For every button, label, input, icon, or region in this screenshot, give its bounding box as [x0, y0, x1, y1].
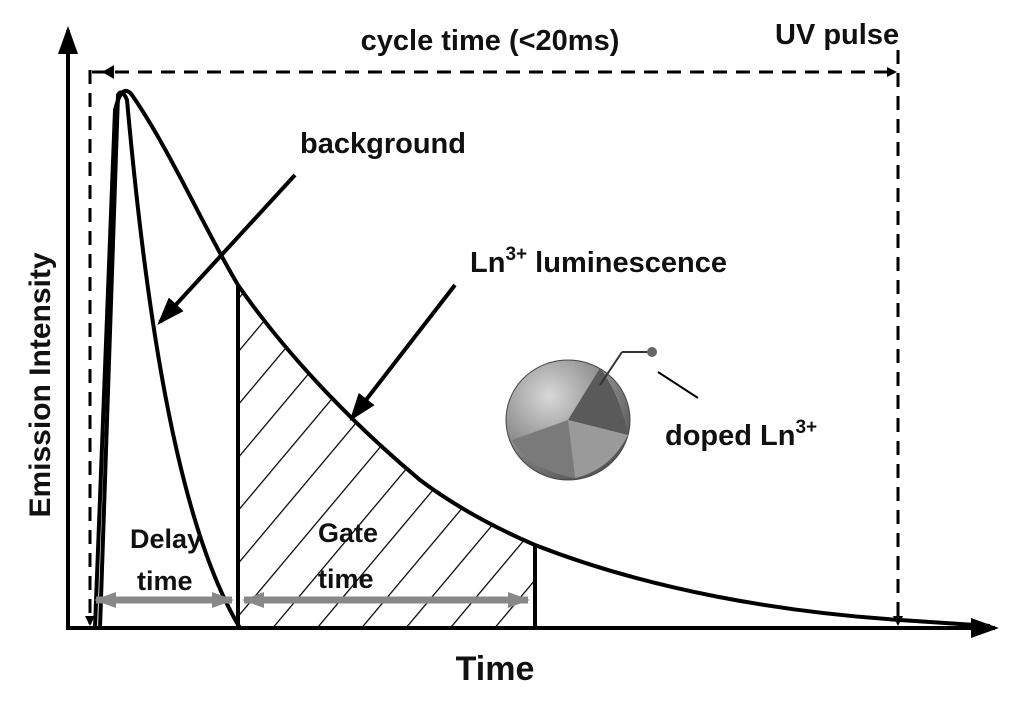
- nanoparticle: [505, 347, 699, 481]
- x-axis-label: Time: [456, 650, 535, 688]
- doped-label: doped Ln3+: [665, 417, 817, 452]
- luminescence-pointer: [349, 283, 457, 422]
- background-pointer: [157, 173, 297, 325]
- luminescence-label: Ln3+ luminescence: [470, 244, 727, 279]
- text-part: Ln: [470, 247, 505, 279]
- gate-hatch: [238, 285, 535, 628]
- text-part: doped Ln: [665, 420, 795, 452]
- text-part: luminescence: [527, 247, 727, 279]
- delay-label: time: [137, 566, 193, 596]
- y-axis-label: Emission Intensity: [24, 252, 57, 517]
- background-curve: [98, 90, 242, 630]
- pulse-label: UV pulse: [775, 19, 899, 51]
- background-label: background: [300, 128, 466, 160]
- text-part: 3+: [505, 244, 527, 265]
- cycle-label: cycle time (<20ms): [361, 25, 620, 57]
- gate-label: Gate: [318, 518, 378, 548]
- luminescence-curve: [93, 89, 991, 629]
- delay-label: Delay: [130, 524, 202, 554]
- text-part: 3+: [795, 417, 817, 438]
- cycle-arrow-head: [102, 65, 114, 79]
- gate-label: time: [318, 564, 374, 594]
